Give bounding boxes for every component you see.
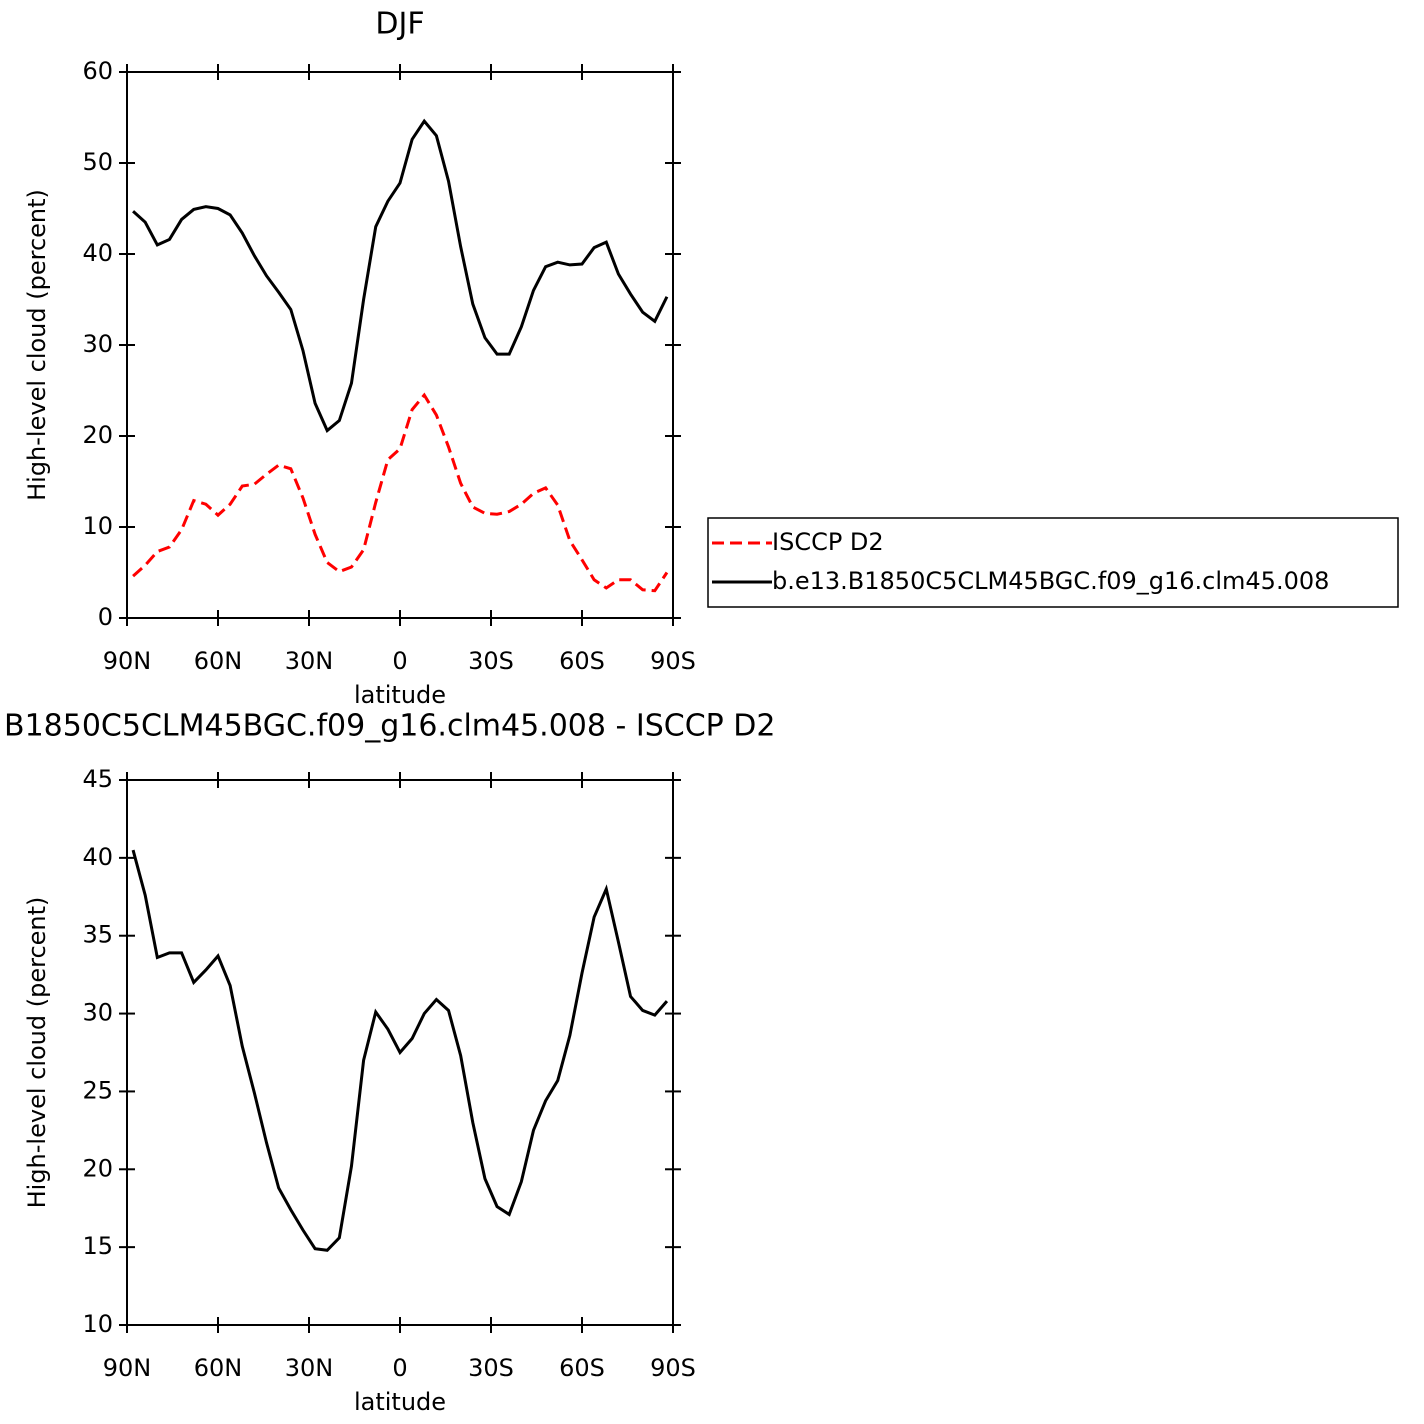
y-tick-label: 30 [82,999,113,1027]
y-tick-label: 40 [82,843,113,871]
data-line [132,392,669,593]
y-tick-label: 40 [82,239,113,267]
plot-frame [126,71,674,619]
y-tick-label: 30 [82,330,113,358]
x-tick-label: 60N [194,647,243,675]
x-tick-label: 90S [650,1354,696,1382]
y-tick-label: 20 [82,421,113,449]
y-tick-label: 10 [82,1310,113,1338]
chart-title: B1850C5CLM45BGC.f09_g16.clm45.008 - ISCC… [4,709,775,744]
x-tick-label: 30S [468,647,514,675]
x-tick-label: 90N [103,1354,152,1382]
legend-box [707,517,1399,608]
y-tick-label: 10 [82,512,113,540]
y-tick-label: 35 [82,921,113,949]
x-tick-label: 60S [559,1354,605,1382]
y-tick-label: 20 [82,1154,113,1182]
x-tick-label: 30N [285,1354,334,1382]
x-tick-label: 0 [392,647,407,675]
data-line [131,849,669,1252]
x-tick-label: 30S [468,1354,514,1382]
data-line [132,118,669,433]
x-tick-label: 30N [285,647,334,675]
y-tick-label: 0 [98,603,113,631]
x-tick-label: 60N [194,1354,243,1382]
x-tick-label: 60S [559,647,605,675]
y-tick-label: 60 [82,57,113,85]
x-tick-label: 90N [103,647,152,675]
y-tick-label: 50 [82,148,113,176]
legend-label: ISCCP D2 [772,528,884,556]
y-tick-label: 25 [82,1076,113,1104]
y-tick-label: 45 [82,765,113,793]
legend-label: b.e13.B1850C5CLM45BGC.f09_g16.clm45.008 [772,567,1329,595]
chart-title: DJF [375,7,424,42]
y-axis-label: High-level cloud (percent) [23,189,51,501]
x-axis-label: latitude [354,681,446,709]
x-tick-label: 90S [650,647,696,675]
y-tick-label: 15 [82,1232,113,1260]
x-axis-label: latitude [354,1388,446,1416]
x-tick-label: 0 [392,1354,407,1382]
y-axis-label: High-level cloud (percent) [23,897,51,1209]
